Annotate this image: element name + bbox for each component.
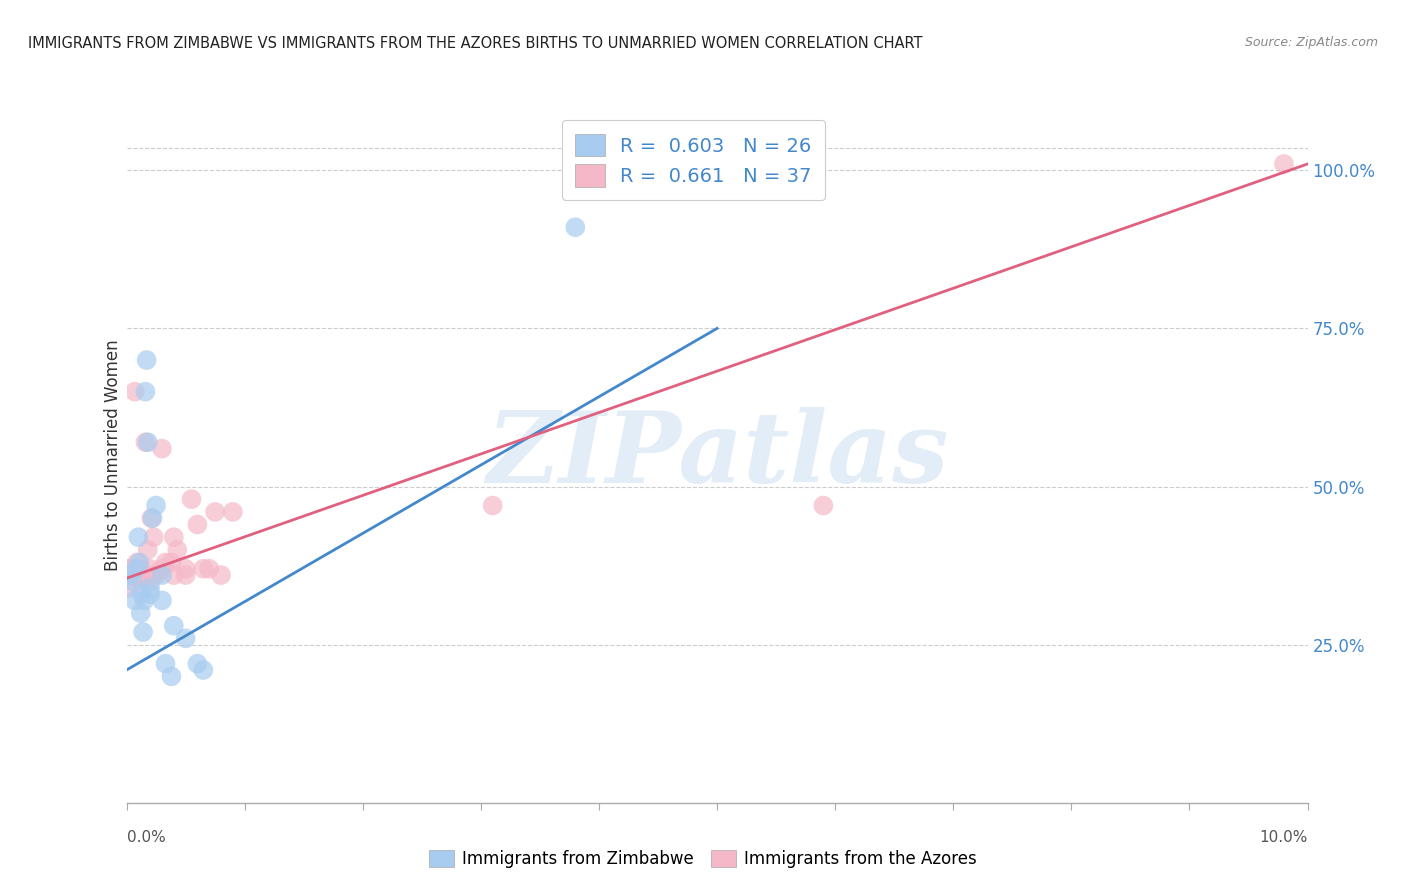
Point xyxy=(186,657,208,671)
Point xyxy=(163,568,186,582)
Point xyxy=(124,593,146,607)
Point xyxy=(193,663,215,677)
Point xyxy=(139,587,162,601)
Point xyxy=(1272,157,1295,171)
Point xyxy=(198,562,221,576)
Point xyxy=(129,606,152,620)
Point xyxy=(163,530,186,544)
Point xyxy=(127,556,149,570)
Point xyxy=(124,384,146,399)
Text: Source: ZipAtlas.com: Source: ZipAtlas.com xyxy=(1244,36,1378,49)
Point xyxy=(222,505,245,519)
Point xyxy=(145,499,167,513)
Point xyxy=(174,568,197,582)
Legend: R =  0.603   N = 26, R =  0.661   N = 37: R = 0.603 N = 26, R = 0.661 N = 37 xyxy=(562,120,825,200)
Point xyxy=(127,530,149,544)
Point xyxy=(136,435,159,450)
Point xyxy=(204,505,226,519)
Point xyxy=(150,442,173,456)
Text: 0.0%: 0.0% xyxy=(127,830,166,845)
Text: 10.0%: 10.0% xyxy=(1260,830,1308,845)
Point xyxy=(139,562,162,576)
Point xyxy=(134,384,156,399)
Point xyxy=(118,562,141,576)
Point xyxy=(134,435,156,450)
Point xyxy=(134,593,156,607)
Point xyxy=(135,353,157,368)
Point xyxy=(141,511,163,525)
Point xyxy=(174,562,197,576)
Text: IMMIGRANTS FROM ZIMBABWE VS IMMIGRANTS FROM THE AZORES BIRTHS TO UNMARRIED WOMEN: IMMIGRANTS FROM ZIMBABWE VS IMMIGRANTS F… xyxy=(28,36,922,51)
Point xyxy=(150,593,173,607)
Point xyxy=(193,562,215,576)
Point xyxy=(141,568,163,582)
Point xyxy=(136,542,159,557)
Point xyxy=(121,568,143,582)
Point xyxy=(155,556,177,570)
Point xyxy=(481,499,503,513)
Y-axis label: Births to Unmarried Women: Births to Unmarried Women xyxy=(104,339,122,571)
Point xyxy=(139,574,162,589)
Point xyxy=(141,511,163,525)
Point xyxy=(180,492,202,507)
Point xyxy=(564,220,586,235)
Text: ZIPatlas: ZIPatlas xyxy=(486,407,948,503)
Point xyxy=(160,669,183,683)
Point xyxy=(166,542,188,557)
Point xyxy=(118,568,141,582)
Point xyxy=(131,574,153,589)
Point xyxy=(150,568,173,582)
Point xyxy=(160,556,183,570)
Point xyxy=(121,574,143,589)
Point xyxy=(128,556,150,570)
Point xyxy=(131,587,153,601)
Point xyxy=(127,568,149,582)
Point xyxy=(174,632,197,646)
Point xyxy=(150,562,173,576)
Point xyxy=(142,530,165,544)
Point xyxy=(209,568,232,582)
Point xyxy=(155,657,177,671)
Point xyxy=(117,562,139,576)
Point xyxy=(813,499,835,513)
Point xyxy=(163,618,186,632)
Point xyxy=(132,625,155,640)
Point xyxy=(139,581,162,595)
Legend: Immigrants from Zimbabwe, Immigrants from the Azores: Immigrants from Zimbabwe, Immigrants fro… xyxy=(422,843,984,875)
Point xyxy=(128,562,150,576)
Point xyxy=(125,562,148,576)
Point xyxy=(145,568,167,582)
Point xyxy=(186,517,208,532)
Point xyxy=(134,568,156,582)
Point xyxy=(120,581,142,595)
